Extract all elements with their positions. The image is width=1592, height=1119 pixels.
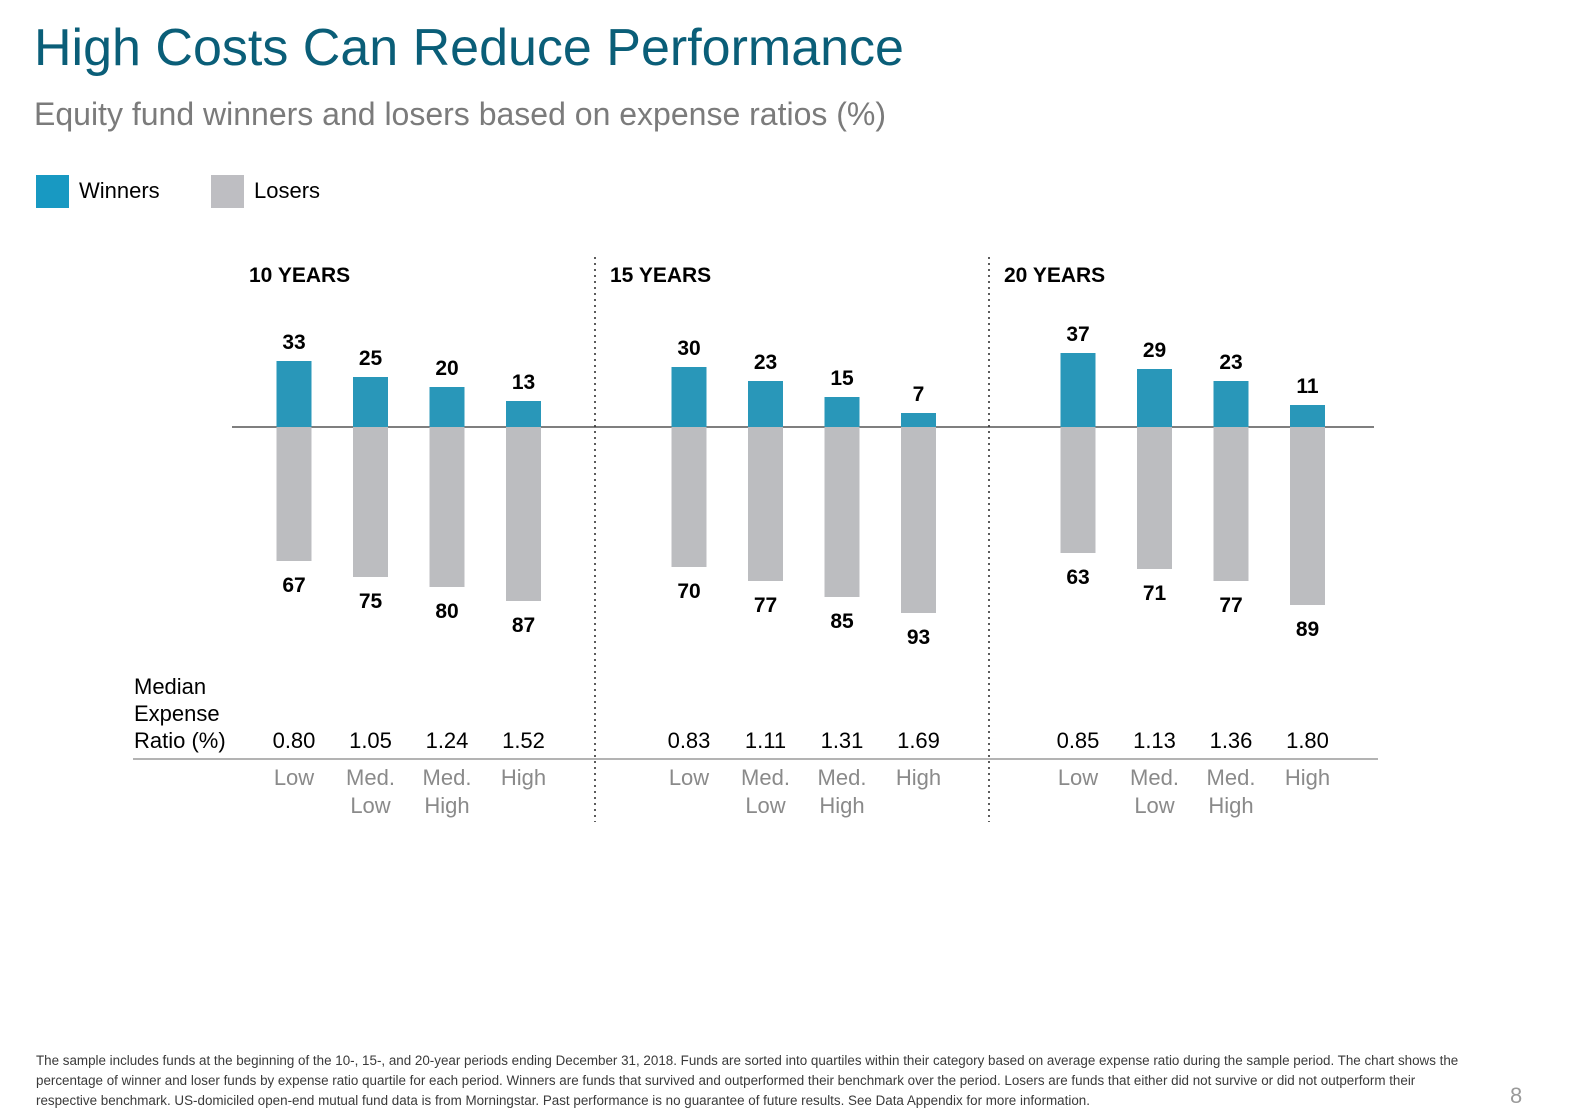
winners-bar: [901, 413, 936, 427]
legend-swatch-losers: [211, 175, 244, 208]
losers-value-label: 93: [907, 626, 930, 649]
category-tick-label: Low: [669, 765, 709, 790]
median-expense-ratio-value: 1.11: [745, 728, 786, 753]
median-expense-ratio-value: 1.13: [1133, 728, 1176, 753]
median-expense-ratio-value: 1.36: [1210, 728, 1253, 753]
winners-value-label: 7: [913, 383, 925, 406]
median-expense-ratio-value: 1.31: [821, 728, 864, 753]
category-tick-label: High: [1208, 793, 1253, 818]
losers-bar: [506, 427, 541, 601]
winners-bar: [1060, 353, 1096, 427]
winners-value-label: 30: [677, 337, 700, 360]
category-tick-label: High: [819, 793, 864, 818]
winners-value-label: 29: [1143, 339, 1166, 362]
losers-value-label: 87: [512, 614, 535, 637]
winners-bar: [1290, 405, 1325, 427]
median-expense-ratio-value: 1.24: [426, 728, 469, 753]
losers-bar: [1290, 427, 1325, 605]
category-tick-label: Low: [1134, 793, 1174, 818]
losers-value-label: 67: [282, 574, 305, 597]
category-tick-label: Med.: [346, 765, 395, 790]
category-tick-label: High: [896, 765, 941, 790]
median-expense-ratio-value: 0.83: [668, 728, 711, 753]
losers-value-label: 63: [1066, 566, 1089, 589]
losers-bar: [671, 427, 707, 567]
page-number: 8: [1510, 1083, 1523, 1108]
category-tick-label: Low: [274, 765, 314, 790]
losers-bar: [1137, 427, 1172, 569]
losers-value-label: 75: [359, 590, 383, 613]
losers-bar: [353, 427, 388, 577]
winners-bar: [429, 387, 465, 427]
winners-value-label: 25: [359, 347, 383, 370]
losers-value-label: 77: [1219, 594, 1242, 617]
winners-value-label: 13: [512, 371, 535, 394]
category-tick-label: High: [501, 765, 546, 790]
page-subtitle: Equity fund winners and losers based on …: [34, 96, 887, 132]
losers-bar: [748, 427, 783, 581]
category-tick-label: Low: [1058, 765, 1098, 790]
winners-value-label: 15: [830, 367, 854, 390]
winners-value-label: 23: [1219, 351, 1242, 374]
winners-bar: [506, 401, 541, 427]
median-expense-ratio-value: 1.52: [502, 728, 545, 753]
legend-label-losers: Losers: [254, 178, 321, 203]
losers-bar: [429, 427, 465, 587]
category-tick-label: Low: [350, 793, 390, 818]
panel-label-2: 15 YEARS: [610, 264, 711, 287]
category-tick-label: Med.: [1130, 765, 1179, 790]
median-expense-ratio-label: Ratio (%): [134, 728, 226, 753]
winners-value-label: 37: [1066, 323, 1089, 346]
median-expense-ratio-value: 1.05: [349, 728, 392, 753]
page-title: High Costs Can Reduce Performance: [34, 19, 904, 77]
panel-label-1: 10 YEARS: [249, 264, 350, 287]
losers-bar: [1213, 427, 1249, 581]
median-expense-ratio-value: 0.85: [1057, 728, 1100, 753]
losers-bar: [901, 427, 936, 613]
losers-value-label: 70: [677, 580, 700, 603]
winners-bar: [1213, 381, 1249, 427]
winners-bar: [1137, 369, 1172, 427]
category-tick-label: Med.: [818, 765, 867, 790]
winners-value-label: 33: [282, 331, 305, 354]
losers-bar: [1060, 427, 1096, 553]
winners-bar: [824, 397, 860, 427]
losers-bar: [276, 427, 312, 561]
winners-value-label: 20: [435, 357, 458, 380]
winners-value-label: 11: [1296, 375, 1319, 398]
legend-swatch-winners: [36, 175, 69, 208]
losers-value-label: 89: [1296, 618, 1319, 641]
losers-value-label: 77: [754, 594, 777, 617]
median-expense-ratio-value: 1.69: [897, 728, 940, 753]
losers-value-label: 85: [830, 610, 854, 633]
category-tick-label: Med.: [741, 765, 790, 790]
panel-label-3: 20 YEARS: [1004, 264, 1105, 287]
median-expense-ratio-value: 1.80: [1286, 728, 1329, 753]
legend-label-winners: Winners: [79, 178, 160, 203]
winners-bar: [276, 361, 312, 427]
winners-bar: [671, 367, 707, 427]
category-tick-label: Med.: [423, 765, 472, 790]
category-tick-label: High: [1285, 765, 1330, 790]
footnote: The sample includes funds at the beginni…: [36, 1053, 1459, 1108]
median-expense-ratio-value: 0.80: [273, 728, 316, 753]
category-tick-label: Low: [745, 793, 785, 818]
median-expense-ratio-label: Expense: [134, 701, 220, 726]
category-tick-label: High: [424, 793, 469, 818]
losers-bar: [824, 427, 860, 597]
category-tick-label: Med.: [1207, 765, 1256, 790]
winners-bar: [748, 381, 783, 427]
median-expense-ratio-label: Median: [134, 674, 206, 699]
winners-bar: [353, 377, 388, 427]
winners-value-label: 23: [754, 351, 777, 374]
losers-value-label: 71: [1143, 582, 1167, 605]
losers-value-label: 80: [435, 600, 458, 623]
